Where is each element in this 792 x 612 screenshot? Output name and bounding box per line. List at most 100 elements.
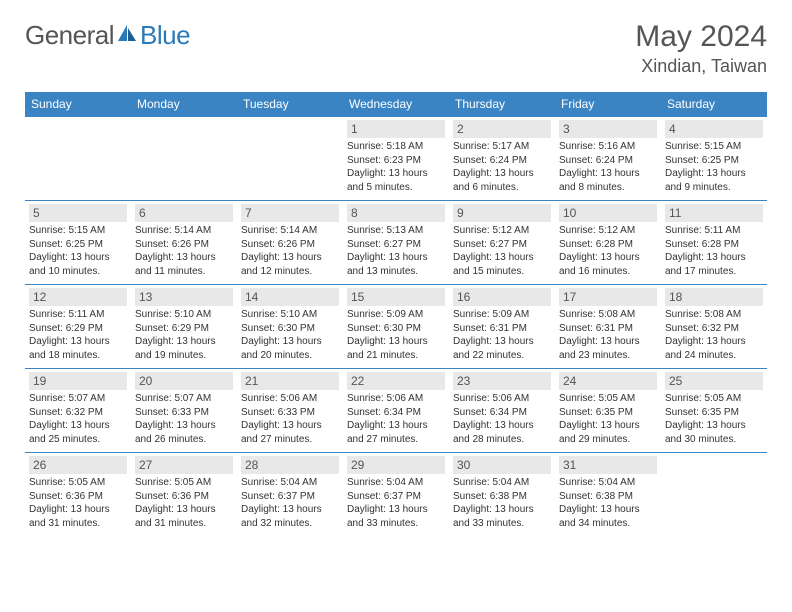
day-cell: 14Sunrise: 5:10 AMSunset: 6:30 PMDayligh…	[237, 285, 343, 369]
day-number: 4	[665, 120, 763, 138]
day-cell	[237, 117, 343, 201]
sail-icon	[116, 23, 138, 48]
day-cell: 24 Sunrise: 5:05 AMSunset: 6:35 PMDayligh…	[555, 369, 661, 453]
day-number: 19	[29, 372, 127, 390]
day-cell: 25 Sunrise: 5:05 AMSunset: 6:35 PMDayligh…	[661, 369, 767, 453]
day-cell: 17 Sunrise: 5:08 AMSunset: 6:31 PMDayligh…	[555, 285, 661, 369]
day-number: 5	[29, 204, 127, 222]
day-info: Sunrise: 5:10 AMSunset: 6:29 PMDaylight:…	[135, 308, 233, 362]
day-cell: 31 Sunrise: 5:04 AMSunset: 6:38 PMDayligh…	[555, 453, 661, 537]
day-info: Sunrise: 5:05 AMSunset: 6:36 PMDaylight:…	[29, 476, 127, 530]
day-info: Sunrise: 5:09 AMSunset: 6:30 PMDaylight:…	[347, 308, 445, 362]
day-info: Sunrise: 5:08 AMSunset: 6:32 PMDaylight:…	[665, 308, 763, 362]
day-cell: 20 Sunrise: 5:07 AMSunset: 6:33 PMDayligh…	[131, 369, 237, 453]
day-cell: 4 Sunrise: 5:15 AMSunset: 6:25 PMDaylight…	[661, 117, 767, 201]
day-number: 11	[665, 204, 763, 222]
day-info: Sunrise: 5:05 AMSunset: 6:36 PMDaylight:…	[135, 476, 233, 530]
day-number: 20	[135, 372, 233, 390]
day-info: Sunrise: 5:04 AMSunset: 6:38 PMDaylight:…	[453, 476, 551, 530]
dow-cell: Thursday	[449, 92, 555, 117]
day-number: 23	[453, 372, 551, 390]
day-cell: 10Sunrise: 5:12 AMSunset: 6:28 PMDayligh…	[555, 201, 661, 285]
day-number: 27	[135, 456, 233, 474]
page-header: General Blue May 2024 Xindian, Taiwan	[25, 20, 767, 77]
week-row: 5 Sunrise: 5:15 AMSunset: 6:25 PMDaylight…	[25, 201, 767, 285]
calendar-table: SundayMondayTuesdayWednesdayThursdayFrid…	[25, 92, 767, 536]
day-cell: 8 Sunrise: 5:13 AMSunset: 6:27 PMDaylight…	[343, 201, 449, 285]
day-number: 28	[241, 456, 339, 474]
day-number: 24	[559, 372, 657, 390]
day-cell: 1 Sunrise: 5:18 AMSunset: 6:23 PMDaylight…	[343, 117, 449, 201]
day-cell	[131, 117, 237, 201]
day-number: 16	[453, 288, 551, 306]
day-number: 7	[241, 204, 339, 222]
day-cell: 30 Sunrise: 5:04 AMSunset: 6:38 PMDayligh…	[449, 453, 555, 537]
day-number: 18	[665, 288, 763, 306]
month-title: May 2024	[635, 20, 767, 54]
day-cell: 23 Sunrise: 5:06 AMSunset: 6:34 PMDayligh…	[449, 369, 555, 453]
day-of-week-row: SundayMondayTuesdayWednesdayThursdayFrid…	[25, 92, 767, 117]
day-cell: 21 Sunrise: 5:06 AMSunset: 6:33 PMDayligh…	[237, 369, 343, 453]
week-row: 1 Sunrise: 5:18 AMSunset: 6:23 PMDaylight…	[25, 117, 767, 201]
day-number: 31	[559, 456, 657, 474]
day-cell: 29Sunrise: 5:04 AMSunset: 6:37 PMDayligh…	[343, 453, 449, 537]
dow-cell: Wednesday	[343, 92, 449, 117]
day-cell: 27 Sunrise: 5:05 AMSunset: 6:36 PMDayligh…	[131, 453, 237, 537]
day-info: Sunrise: 5:05 AMSunset: 6:35 PMDaylight:…	[665, 392, 763, 446]
day-info: Sunrise: 5:13 AMSunset: 6:27 PMDaylight:…	[347, 224, 445, 278]
day-info: Sunrise: 5:05 AMSunset: 6:35 PMDaylight:…	[559, 392, 657, 446]
day-cell: 13 Sunrise: 5:10 AMSunset: 6:29 PMDayligh…	[131, 285, 237, 369]
day-cell: 15 Sunrise: 5:09 AMSunset: 6:30 PMDayligh…	[343, 285, 449, 369]
day-info: Sunrise: 5:15 AMSunset: 6:25 PMDaylight:…	[665, 140, 763, 194]
location-label: Xindian, Taiwan	[635, 56, 767, 77]
day-number: 1	[347, 120, 445, 138]
day-cell: 3Sunrise: 5:16 AMSunset: 6:24 PMDaylight…	[555, 117, 661, 201]
day-cell: 22Sunrise: 5:06 AMSunset: 6:34 PMDayligh…	[343, 369, 449, 453]
day-number: 12	[29, 288, 127, 306]
day-info: Sunrise: 5:06 AMSunset: 6:34 PMDaylight:…	[453, 392, 551, 446]
week-row: 12Sunrise: 5:11 AMSunset: 6:29 PMDayligh…	[25, 285, 767, 369]
day-cell: 9Sunrise: 5:12 AMSunset: 6:27 PMDaylight…	[449, 201, 555, 285]
day-number: 26	[29, 456, 127, 474]
day-number: 9	[453, 204, 551, 222]
day-number: 17	[559, 288, 657, 306]
day-cell: 28 Sunrise: 5:04 AMSunset: 6:37 PMDayligh…	[237, 453, 343, 537]
dow-cell: Tuesday	[237, 92, 343, 117]
day-number: 6	[135, 204, 233, 222]
day-number: 3	[559, 120, 657, 138]
day-info: Sunrise: 5:07 AMSunset: 6:33 PMDaylight:…	[135, 392, 233, 446]
day-number: 15	[347, 288, 445, 306]
day-info: Sunrise: 5:08 AMSunset: 6:31 PMDaylight:…	[559, 308, 657, 362]
day-info: Sunrise: 5:04 AMSunset: 6:37 PMDaylight:…	[347, 476, 445, 530]
day-info: Sunrise: 5:17 AMSunset: 6:24 PMDaylight:…	[453, 140, 551, 194]
day-info: Sunrise: 5:14 AMSunset: 6:26 PMDaylight:…	[241, 224, 339, 278]
day-number: 30	[453, 456, 551, 474]
brand-logo: General Blue	[25, 20, 190, 51]
day-info: Sunrise: 5:06 AMSunset: 6:33 PMDaylight:…	[241, 392, 339, 446]
day-cell	[25, 117, 131, 201]
day-info: Sunrise: 5:04 AMSunset: 6:38 PMDaylight:…	[559, 476, 657, 530]
dow-cell: Friday	[555, 92, 661, 117]
day-number: 22	[347, 372, 445, 390]
brand-part2: Blue	[140, 20, 190, 51]
day-cell: 26 Sunrise: 5:05 AMSunset: 6:36 PMDayligh…	[25, 453, 131, 537]
day-cell: 16Sunrise: 5:09 AMSunset: 6:31 PMDayligh…	[449, 285, 555, 369]
day-cell: 18 Sunrise: 5:08 AMSunset: 6:32 PMDayligh…	[661, 285, 767, 369]
day-cell: 7 Sunrise: 5:14 AMSunset: 6:26 PMDaylight…	[237, 201, 343, 285]
day-info: Sunrise: 5:10 AMSunset: 6:30 PMDaylight:…	[241, 308, 339, 362]
day-cell: 5 Sunrise: 5:15 AMSunset: 6:25 PMDaylight…	[25, 201, 131, 285]
day-cell	[661, 453, 767, 537]
day-number: 8	[347, 204, 445, 222]
day-info: Sunrise: 5:15 AMSunset: 6:25 PMDaylight:…	[29, 224, 127, 278]
day-info: Sunrise: 5:11 AMSunset: 6:28 PMDaylight:…	[665, 224, 763, 278]
brand-part1: General	[25, 20, 114, 51]
day-number: 25	[665, 372, 763, 390]
week-row: 19Sunrise: 5:07 AMSunset: 6:32 PMDayligh…	[25, 369, 767, 453]
day-info: Sunrise: 5:04 AMSunset: 6:37 PMDaylight:…	[241, 476, 339, 530]
day-number: 21	[241, 372, 339, 390]
week-row: 26 Sunrise: 5:05 AMSunset: 6:36 PMDayligh…	[25, 453, 767, 537]
day-cell: 2Sunrise: 5:17 AMSunset: 6:24 PMDaylight…	[449, 117, 555, 201]
day-number: 13	[135, 288, 233, 306]
day-info: Sunrise: 5:18 AMSunset: 6:23 PMDaylight:…	[347, 140, 445, 194]
day-cell: 12Sunrise: 5:11 AMSunset: 6:29 PMDayligh…	[25, 285, 131, 369]
